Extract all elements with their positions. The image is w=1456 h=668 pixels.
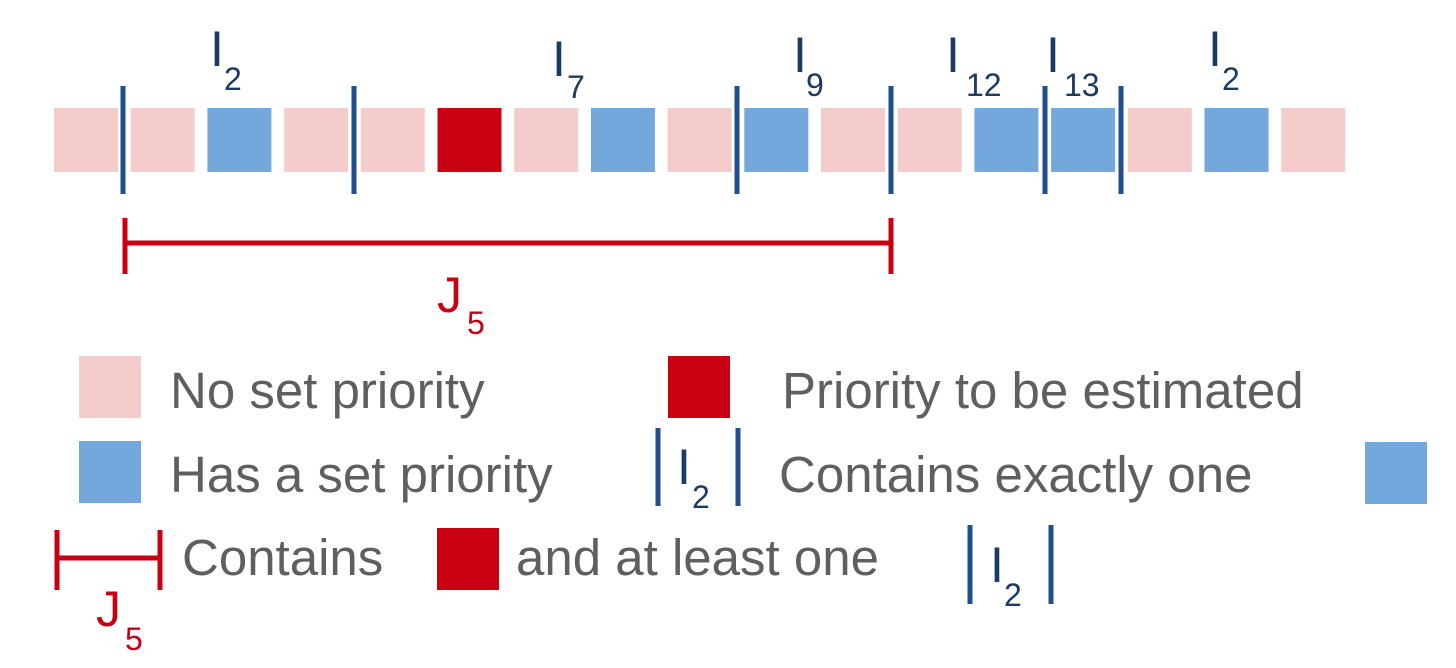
sequence-square-set (744, 108, 809, 172)
legend-interval2-letter: I (990, 537, 1004, 593)
interval-sub-6: 2 (1222, 61, 1240, 97)
legend-j-letter: J (96, 581, 121, 637)
legend-has-set-priority: Has a set priority (170, 446, 553, 503)
legend-interval2-sub: 2 (1004, 577, 1022, 613)
legend-j-sub: 5 (125, 621, 143, 657)
sequence-square-none (1281, 108, 1346, 172)
legend-estimated-swatch (668, 356, 730, 418)
legend-interval-letter: I (677, 439, 691, 495)
legend-priority-to-be-estimated: Priority to be estimated (782, 362, 1304, 419)
sequence-square-none (897, 108, 962, 172)
legend-contains-estimated-swatch (437, 528, 499, 590)
interval-label-2: I (552, 31, 566, 87)
interval-label-5: I (1046, 27, 1060, 83)
sequence-square-none (284, 108, 349, 172)
legend-contains: Contains (182, 529, 383, 586)
legend-and-at-least-one: and at least one (516, 529, 879, 586)
sequence-square-none (1127, 108, 1192, 172)
interval-sub-4: 12 (966, 67, 1002, 103)
legend-no-set-priority: No set priority (170, 362, 485, 419)
legend-has-set-swatch (79, 441, 141, 503)
interval-boundaries (120, 86, 1124, 194)
legend-exactly-one-swatch (1365, 442, 1427, 504)
j-bracket-label: J (437, 267, 462, 323)
interval-sub-5: 13 (1064, 67, 1100, 103)
sequence-square-est (437, 108, 502, 172)
sequence-square-set (974, 108, 1039, 172)
legend: No set priority Priority to be estimated… (54, 356, 1427, 657)
sequence-square-none (821, 108, 885, 172)
sequence-square-set (590, 108, 655, 172)
sequence-square-set (207, 108, 272, 172)
j-bracket-sub: 5 (467, 305, 485, 341)
sequence-square-none (360, 108, 425, 172)
sequence-square-none (667, 108, 732, 172)
sequence-square-none (514, 108, 579, 172)
sequence-square-set (1204, 108, 1269, 172)
interval-sub-2: 7 (567, 69, 585, 105)
priority-sequence (54, 108, 1346, 172)
interval-labels: I 2 I 7 I 9 I 12 I 13 I 2 (210, 21, 1240, 105)
interval-sub-1: 2 (224, 61, 242, 97)
interval-label-4: I (946, 27, 960, 83)
interval-label-6: I (1208, 21, 1222, 77)
legend-interval-sub: 2 (692, 479, 710, 515)
interval-label-1: I (210, 21, 224, 77)
sequence-square-none (54, 108, 118, 172)
sequence-square-set (1051, 108, 1116, 172)
j-bracket: J 5 (122, 218, 894, 341)
sequence-square-none (130, 108, 195, 172)
interval-label-3: I (793, 27, 807, 83)
legend-contains-exactly-one: Contains exactly one (779, 446, 1252, 503)
interval-sub-3: 9 (806, 67, 824, 103)
legend-no-set-swatch (79, 356, 141, 418)
